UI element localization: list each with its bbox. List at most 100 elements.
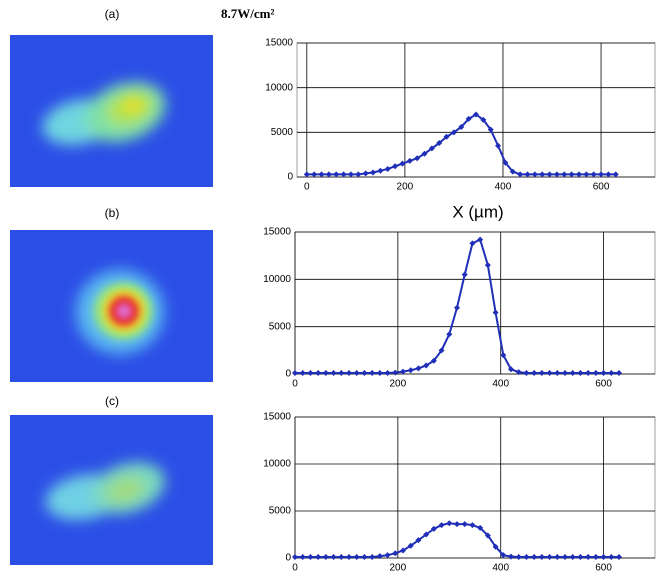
data-marker xyxy=(523,370,530,377)
data-marker xyxy=(575,171,582,178)
data-marker xyxy=(553,171,560,178)
data-marker xyxy=(590,171,597,178)
data-marker xyxy=(585,370,592,377)
data-marker xyxy=(585,554,592,561)
data-marker xyxy=(616,370,622,377)
data-marker xyxy=(538,554,545,561)
data-marker xyxy=(330,554,337,561)
data-marker xyxy=(612,171,619,178)
data-marker xyxy=(369,370,376,377)
y-tick-label: 15000 xyxy=(265,38,293,49)
data-marker xyxy=(322,370,329,377)
data-marker xyxy=(487,126,494,133)
thermal-image-c xyxy=(10,415,213,565)
data-marker xyxy=(362,170,369,177)
data-marker xyxy=(562,554,568,561)
data-marker xyxy=(443,133,450,140)
data-marker xyxy=(384,552,391,559)
data-marker xyxy=(484,532,491,539)
data-marker xyxy=(577,370,584,377)
data-marker xyxy=(299,370,306,377)
data-marker xyxy=(414,155,421,162)
data-marker xyxy=(311,171,318,178)
data-marker xyxy=(608,370,615,377)
y-tick-label: 0 xyxy=(285,553,291,564)
x-tick-label: 200 xyxy=(397,182,414,193)
data-marker xyxy=(428,145,435,152)
data-marker xyxy=(438,522,445,529)
data-marker xyxy=(299,554,306,561)
data-marker xyxy=(517,171,524,178)
data-marker xyxy=(430,525,437,532)
data-marker xyxy=(469,240,476,247)
data-marker xyxy=(600,554,607,561)
data-marker xyxy=(616,554,622,561)
data-marker xyxy=(465,115,472,122)
data-marker xyxy=(322,554,329,561)
data-marker xyxy=(600,370,607,377)
data-marker xyxy=(531,370,538,377)
data-marker xyxy=(400,547,406,554)
data-marker xyxy=(303,171,310,178)
data-marker xyxy=(315,370,322,377)
data-marker xyxy=(477,524,484,531)
data-line xyxy=(295,522,619,559)
x-tick-label: 600 xyxy=(595,379,612,390)
data-marker xyxy=(592,554,599,561)
panel-label: (b) xyxy=(105,206,120,220)
data-marker xyxy=(292,554,298,561)
data-marker xyxy=(338,554,345,561)
data-marker xyxy=(477,236,484,243)
data-marker xyxy=(469,522,476,529)
data-marker xyxy=(347,171,354,178)
y-tick-label: 5000 xyxy=(269,506,292,517)
plot-area xyxy=(294,416,656,559)
data-marker xyxy=(377,167,384,174)
data-marker xyxy=(430,357,437,364)
data-marker xyxy=(458,123,465,130)
data-marker xyxy=(509,168,516,175)
data-marker xyxy=(406,157,413,164)
data-marker xyxy=(598,171,605,178)
data-marker xyxy=(539,171,546,178)
data-marker xyxy=(392,369,399,376)
y-tick-label: 10000 xyxy=(263,459,291,470)
x-tick-label: 600 xyxy=(595,563,612,574)
thermal-image-a xyxy=(10,35,213,187)
data-marker xyxy=(546,370,553,377)
data-marker xyxy=(531,171,538,178)
data-marker xyxy=(492,543,499,550)
data-marker xyxy=(523,554,530,561)
data-marker xyxy=(318,171,325,178)
data-marker xyxy=(407,542,414,549)
data-marker xyxy=(423,531,430,538)
data-line xyxy=(306,113,616,176)
x-tick-label: 400 xyxy=(492,379,509,390)
y-tick-label: 15000 xyxy=(263,227,291,238)
data-marker xyxy=(292,370,298,377)
data-marker xyxy=(502,159,509,166)
data-marker xyxy=(562,370,568,377)
data-marker xyxy=(392,163,399,170)
data-marker xyxy=(568,171,575,178)
data-marker xyxy=(400,368,406,375)
data-marker xyxy=(423,362,430,369)
data-marker xyxy=(515,369,522,376)
data-marker xyxy=(554,554,561,561)
data-marker xyxy=(492,309,499,316)
x-tick-label: 0 xyxy=(292,563,298,574)
data-marker xyxy=(569,554,576,561)
data-marker xyxy=(508,366,514,373)
x-tick-label: 0 xyxy=(304,182,310,193)
y-tick-label: 10000 xyxy=(263,274,291,285)
y-tick-label: 5000 xyxy=(269,321,292,332)
data-marker xyxy=(384,165,391,172)
data-marker xyxy=(450,129,457,136)
data-marker xyxy=(569,370,576,377)
data-marker xyxy=(436,140,443,147)
data-marker xyxy=(484,262,491,269)
data-marker xyxy=(515,554,522,561)
data-marker xyxy=(353,554,360,561)
data-marker xyxy=(338,370,345,377)
